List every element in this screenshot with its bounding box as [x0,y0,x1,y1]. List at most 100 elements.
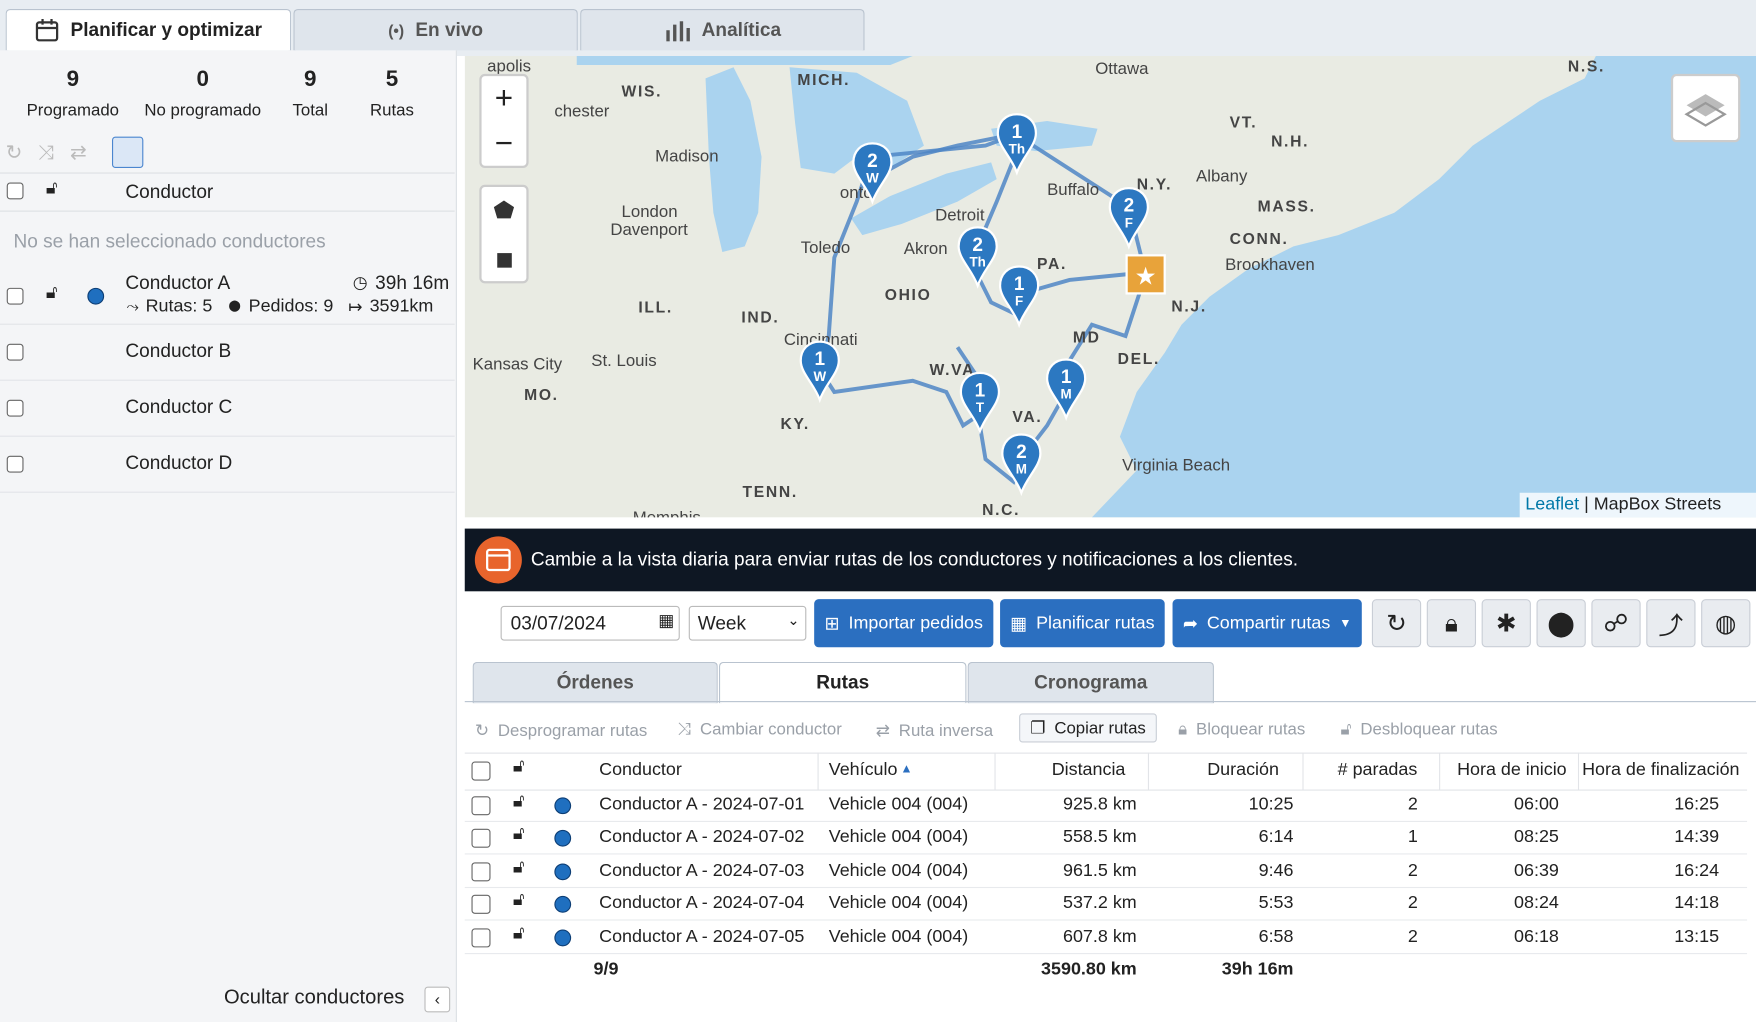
date-input[interactable]: 03/07/2024 ▦ [500,605,680,641]
table-cell: 2 [1407,861,1418,881]
route-color [554,797,572,815]
checkbox[interactable] [6,182,24,200]
header-checkbox[interactable] [471,761,491,781]
map-pin[interactable]: 1F [998,265,1040,329]
icon: (•) [388,21,405,40]
map-label: W.VA. [930,362,982,379]
tab-label: Planificar y optimizar [70,19,263,41]
icon-button[interactable]: ◍ [1701,599,1751,648]
map-pin[interactable]: 1T [959,371,1001,435]
pin-number: 1 [975,380,986,401]
clock-icon: ◷ [352,273,368,293]
checkbox[interactable] [471,894,491,914]
button[interactable]: ▦ Planificar rutas [1000,599,1165,648]
checkbox[interactable] [6,399,24,417]
icon: ⊞ [824,614,840,634]
collapse-button[interactable]: ‹ [424,986,451,1013]
action[interactable]: ↻ Desprogramar rutas [475,720,647,741]
map-label: N.J. [1171,298,1206,315]
sort-arrow: ▲ [900,762,913,777]
pin-shape [959,371,1001,435]
checkbox[interactable] [471,928,491,948]
table-cell: 961.5 km [1062,861,1137,881]
lock-icon: 🔓︎ [45,179,58,199]
icon-button[interactable]: ⬤ [1536,599,1586,648]
copy-tool[interactable] [111,136,144,168]
action[interactable]: 🔓︎ Desbloquear rutas [1341,720,1498,739]
icon-button[interactable]: ⤴ [1646,599,1696,648]
stat-label: Rutas [370,100,414,120]
map-pin[interactable]: 2Th [957,226,998,289]
layers-button[interactable] [1670,73,1741,143]
icon-button[interactable]: ☍ [1591,599,1641,648]
icons [493,200,515,268]
driver-orders: Pedidos: 9 [248,296,334,316]
icon [486,548,511,572]
lock-icon: 🔓︎ [512,923,525,943]
map-pin[interactable]: 1M [1045,358,1087,422]
pin-day: W [813,369,826,384]
map-label: N.H. [1271,134,1309,151]
lock-icon: 🔓︎ [512,757,525,777]
box [6,182,24,200]
table-cell: Conductor A - 2024-07-05 [599,927,805,947]
icon-button[interactable]: ✱ [1481,599,1531,648]
map-label: Detroit [935,206,985,225]
map-pin[interactable]: 2W [852,142,893,205]
checkbox[interactable] [471,828,491,848]
lake [576,55,913,65]
map-label: Albany [1196,166,1248,185]
attribution-link[interactable]: Leaflet [1525,494,1580,515]
map-pin[interactable]: 1W [799,340,840,404]
divider [464,953,1748,955]
total-duration: 39h 16m [1221,959,1294,979]
pin-day: M [1016,462,1027,477]
checkbox[interactable] [6,343,24,361]
pin-day: Th [969,255,985,270]
column-divider [1147,752,1150,790]
map-label: MO. [524,387,559,404]
map-label: PA. [1037,256,1067,273]
icon-button[interactable]: ↻ [1371,599,1422,648]
divider [464,886,1748,889]
action[interactable]: 🔒︎ Bloquear rutas [1178,720,1305,739]
subtab[interactable]: Órdenes [472,661,718,704]
button[interactable]: ➦ Compartir rutas ▼ [1172,599,1362,648]
banner-text: Cambie a la vista diaria para enviar rut… [530,548,1299,571]
hide-drivers[interactable]: Ocultar conductores [223,985,405,1008]
driver-name: Conductor C [125,395,233,418]
action-label: Cambiar conductor [699,720,842,740]
table-cell: 06:00 [1514,795,1559,815]
table-cell: 08:24 [1514,893,1559,913]
action[interactable]: ⤨ Cambiar conductor [678,720,842,739]
pin-day: M [1061,387,1072,402]
zoom-control[interactable]: + − [479,73,529,168]
checkbox[interactable] [6,287,24,305]
action[interactable]: ⇄ Ruta inversa [876,720,993,741]
table-cell: Conductor A - 2024-07-04 [599,893,805,913]
tab[interactable]: Analítica [580,8,865,51]
column-header: Vehículo [828,760,898,780]
checkbox[interactable] [471,796,491,816]
map-pin[interactable]: 1Th [996,113,1038,176]
table-cell: 1 [1407,827,1418,847]
icon-button[interactable]: 🔒︎ [1426,599,1477,648]
draw-control[interactable] [479,184,529,284]
column-divider [1577,752,1580,790]
checkbox[interactable] [471,862,491,882]
subtab[interactable]: Rutas [718,661,967,704]
map-pin[interactable]: 2F [1108,187,1150,250]
table-cell: 9:46 [1258,861,1294,881]
tab[interactable]: (•) En vivo [293,8,578,51]
checkbox[interactable] [6,455,24,473]
divider [0,210,455,212]
button[interactable]: ⊞ Importar pedidos [814,599,994,648]
tab[interactable]: Planificar y optimizar [5,8,292,51]
action[interactable]: ❐ Copiar rutas [1019,713,1158,743]
table-cell: 558.5 km [1062,827,1137,847]
action-icon: 🔓︎ [1340,720,1352,740]
table-cell: 925.8 km [1062,795,1137,815]
map-pin[interactable]: 2M [1001,433,1042,497]
subtab[interactable]: Cronograma [967,661,1214,704]
view-select[interactable]: Week ⌄ [688,605,807,641]
